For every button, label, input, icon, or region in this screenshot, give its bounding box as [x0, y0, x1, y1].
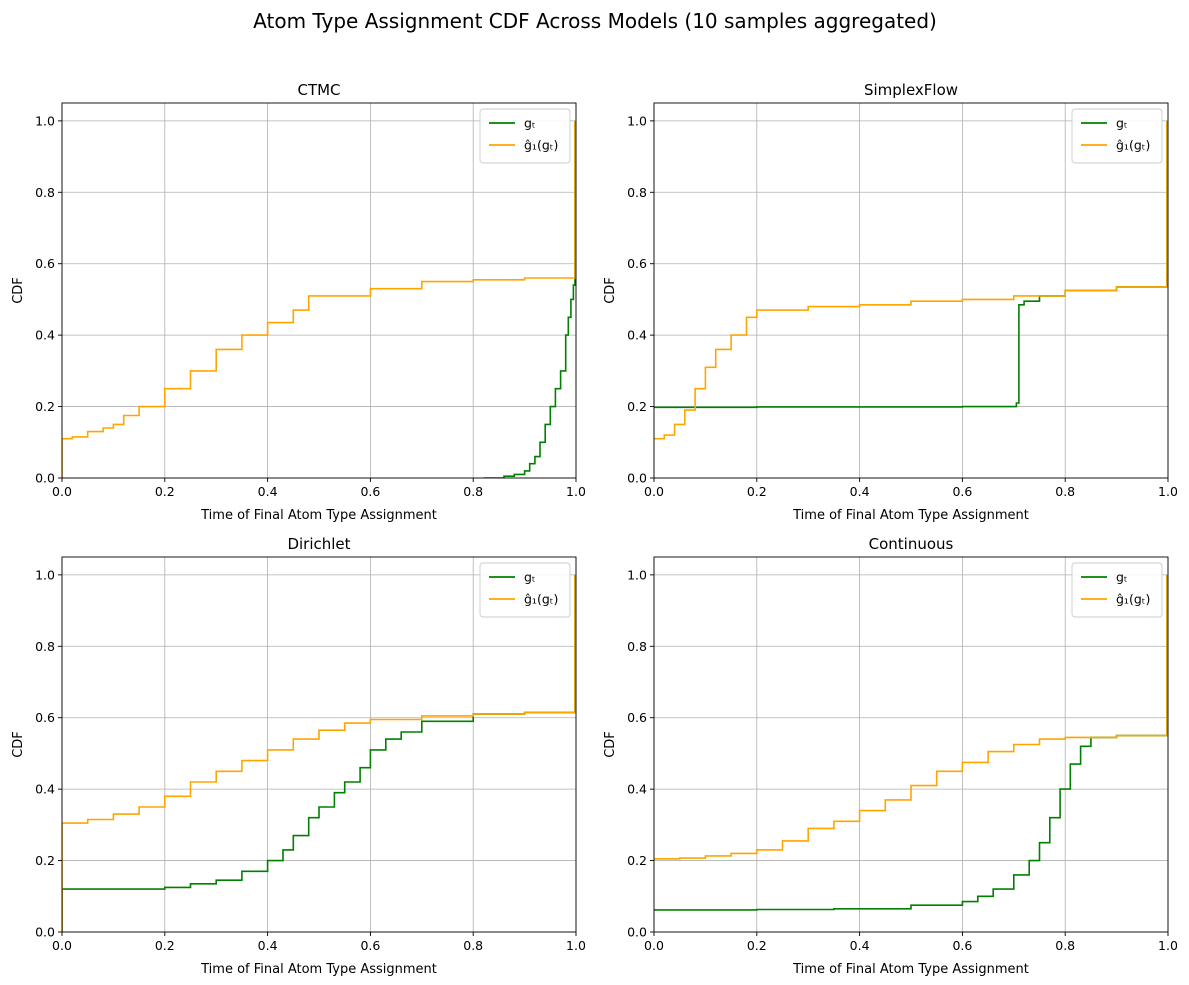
continuous-xtick-label: 0.0	[644, 938, 664, 953]
dirichlet-series-gt-line	[62, 574, 576, 932]
panels: 0.0 0.2 0.4 0.6 0.8 1.0 0.0 0.2 0.4 0.6 0.8 1.0 CTMC…	[11, 81, 1178, 977]
dirichlet-title: Dirichlet	[287, 535, 350, 553]
ctmc-ytick-label: 0.2	[35, 399, 55, 414]
ctmc-xtick-label: 0.6	[360, 484, 380, 499]
ctmc-ytick-label: 0.4	[35, 328, 55, 343]
continuous-panel: 0.0 0.2 0.4 0.6 0.8 1.0 0.0 0.2 0.4 0.6 0.8 1.0 Cont…	[603, 535, 1178, 977]
dirichlet-xlabel: Time of Final Atom Type Assignment	[200, 962, 437, 977]
simplexflow-ytick-label: 0.2	[627, 399, 647, 414]
ctmc-series-gt-line	[483, 120, 576, 478]
dirichlet-ytick-label: 0.0	[35, 925, 55, 940]
continuous-ytick-label: 0.6	[627, 710, 647, 725]
simplexflow-panel: 0.0 0.2 0.4 0.6 0.8 1.0 0.0 0.2 0.4 0.6 0.8 1.0 Simp…	[603, 81, 1178, 523]
figure-title: Atom Type Assignment CDF Across Models (…	[253, 9, 937, 33]
ctmc-ylabel: CDF	[11, 277, 26, 304]
ctmc-ytick-label: 1.0	[35, 113, 55, 128]
simplexflow-xtick-label: 0.4	[850, 484, 870, 499]
simplexflow-ytick-label: 0.8	[627, 185, 647, 200]
ctmc-legend-label-ghat: ĝ₁(gₜ)	[524, 138, 558, 153]
dirichlet-panel: 0.0 0.2 0.4 0.6 0.8 1.0 0.0 0.2 0.4 0.6 0.8 1.0 Diri…	[11, 535, 586, 977]
simplexflow-ytick-label: 1.0	[627, 113, 647, 128]
continuous-ytick-label: 0.4	[627, 782, 647, 797]
simplexflow-xtick-label: 1.0	[1158, 484, 1178, 499]
dirichlet-ylabel: CDF	[11, 731, 26, 758]
dirichlet-axes-frame	[61, 556, 577, 933]
dirichlet-xtick-label: 0.2	[155, 938, 175, 953]
ctmc-xtick-label: 0.2	[155, 484, 175, 499]
continuous-ytick-label: 0.0	[627, 925, 647, 940]
continuous-ytick-label: 0.8	[627, 639, 647, 654]
continuous-title: Continuous	[869, 535, 954, 553]
dirichlet-xtick-label: 0.4	[258, 938, 278, 953]
continuous-legend-label-ghat: ĝ₁(gₜ)	[1116, 592, 1150, 607]
simplexflow-axes-frame	[653, 102, 1169, 479]
dirichlet-ytick-label: 1.0	[35, 567, 55, 582]
simplexflow-xtick-label: 0.6	[952, 484, 972, 499]
simplexflow-title: SimplexFlow	[864, 81, 958, 99]
simplexflow-ytick-label: 0.6	[627, 256, 647, 271]
ctmc-panel: 0.0 0.2 0.4 0.6 0.8 1.0 0.0 0.2 0.4 0.6 0.8 1.0 CTMC…	[11, 81, 586, 523]
continuous-series-ghat-line	[654, 574, 1168, 860]
simplexflow-xtick-label: 0.8	[1055, 484, 1075, 499]
continuous-legend: gₜ ĝ₁(gₜ)	[1071, 562, 1163, 618]
ctmc-legend: gₜ ĝ₁(gₜ)	[479, 108, 571, 164]
simplexflow-series-ghat-line	[654, 120, 1168, 440]
simplexflow-xtick-label: 0.0	[644, 484, 664, 499]
continuous-xtick-label: 1.0	[1158, 938, 1178, 953]
continuous-ylabel: CDF	[603, 731, 618, 758]
dirichlet-xtick-label: 1.0	[566, 938, 586, 953]
continuous-ytick-label: 0.2	[627, 853, 647, 868]
dirichlet-ytick-label: 0.2	[35, 853, 55, 868]
ctmc-ytick-label: 0.0	[35, 471, 55, 486]
ctmc-xtick-label: 0.0	[52, 484, 72, 499]
continuous-series-gt-line	[654, 574, 1168, 911]
continuous-axes-frame	[653, 556, 1169, 933]
continuous-xtick-label: 0.6	[952, 938, 972, 953]
simplexflow-legend-label-ghat: ĝ₁(gₜ)	[1116, 138, 1150, 153]
continuous-xtick-label: 0.4	[850, 938, 870, 953]
ctmc-axes-frame	[61, 102, 577, 479]
ctmc-ytick-label: 0.8	[35, 185, 55, 200]
dirichlet-series-ghat-line	[62, 574, 576, 932]
dirichlet-xtick-label: 0.8	[463, 938, 483, 953]
ctmc-xlabel: Time of Final Atom Type Assignment	[200, 508, 437, 523]
continuous-xlabel: Time of Final Atom Type Assignment	[792, 962, 1029, 977]
simplexflow-ytick-label: 0.4	[627, 328, 647, 343]
simplexflow-xlabel: Time of Final Atom Type Assignment	[792, 508, 1029, 523]
simplexflow-legend: gₜ ĝ₁(gₜ)	[1071, 108, 1163, 164]
ctmc-ytick-label: 0.6	[35, 256, 55, 271]
continuous-xtick-label: 0.2	[747, 938, 767, 953]
ctmc-xtick-label: 0.4	[258, 484, 278, 499]
dirichlet-legend-label-gt: gₜ	[524, 570, 536, 585]
ctmc-title: CTMC	[297, 81, 340, 99]
simplexflow-legend-label-gt: gₜ	[1116, 116, 1128, 131]
ctmc-legend-label-gt: gₜ	[524, 116, 536, 131]
simplexflow-xtick-label: 0.2	[747, 484, 767, 499]
dirichlet-ytick-label: 0.6	[35, 710, 55, 725]
ctmc-series-ghat-line	[62, 120, 576, 478]
simplexflow-ytick-label: 0.0	[627, 471, 647, 486]
dirichlet-ytick-label: 0.8	[35, 639, 55, 654]
continuous-xtick-label: 0.8	[1055, 938, 1075, 953]
dirichlet-xtick-label: 0.6	[360, 938, 380, 953]
dirichlet-legend-label-ghat: ĝ₁(gₜ)	[524, 592, 558, 607]
ctmc-xtick-label: 1.0	[566, 484, 586, 499]
ctmc-xtick-label: 0.8	[463, 484, 483, 499]
simplexflow-ylabel: CDF	[603, 277, 618, 304]
continuous-ytick-label: 1.0	[627, 567, 647, 582]
dirichlet-ytick-label: 0.4	[35, 782, 55, 797]
continuous-legend-label-gt: gₜ	[1116, 570, 1128, 585]
dirichlet-xtick-label: 0.0	[52, 938, 72, 953]
dirichlet-legend: gₜ ĝ₁(gₜ)	[479, 562, 571, 618]
